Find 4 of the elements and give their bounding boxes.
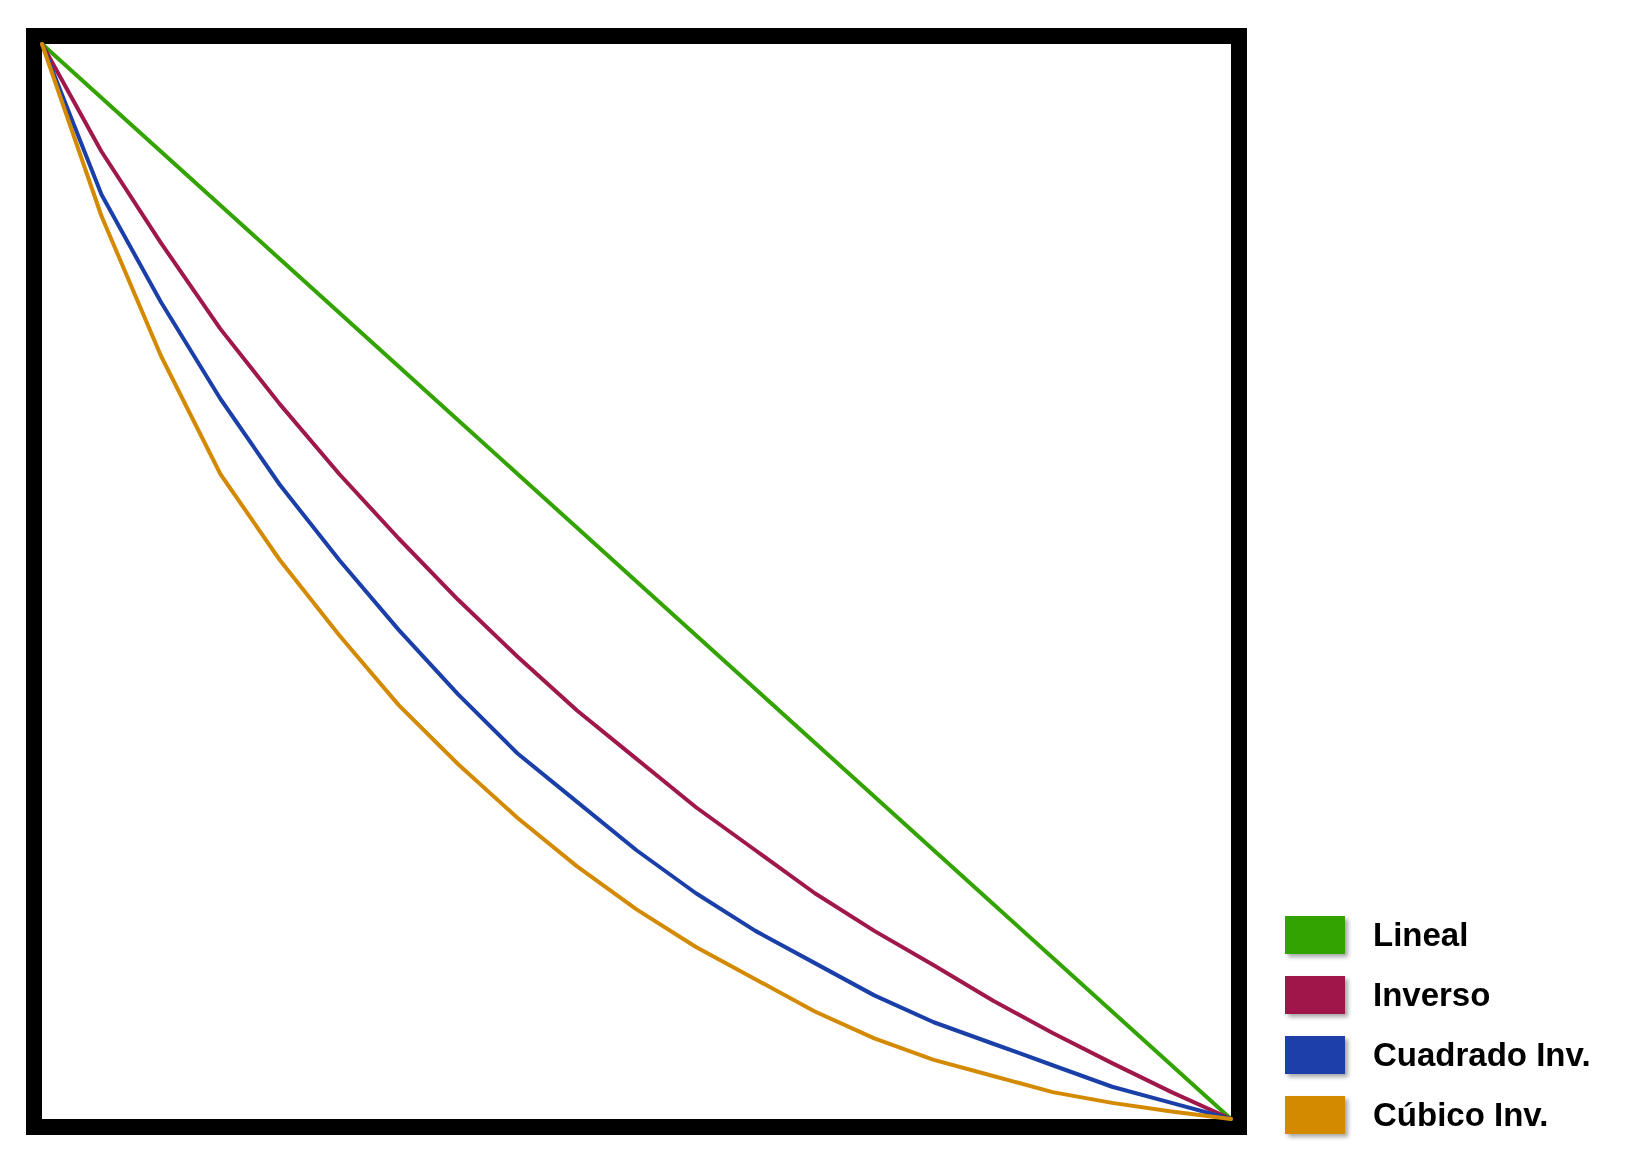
legend-label: Cúbico Inv. xyxy=(1373,1096,1549,1133)
legend-label: Cuadrado Inv. xyxy=(1373,1036,1591,1073)
legend-label: Lineal xyxy=(1373,916,1469,953)
legend-label: Inverso xyxy=(1373,976,1491,1013)
